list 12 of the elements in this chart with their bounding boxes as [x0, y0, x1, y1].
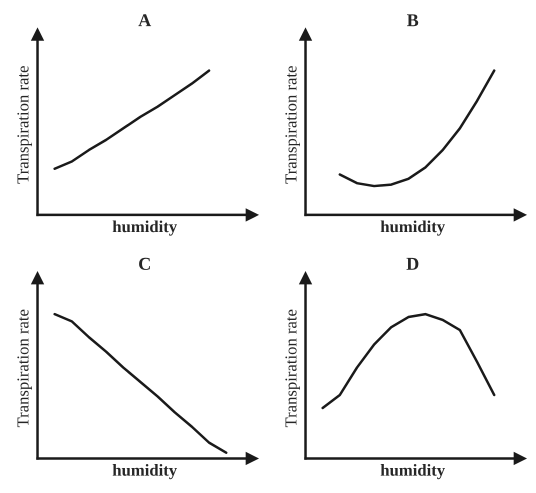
x-axis-title: humidity: [380, 464, 445, 480]
x-axis-title: humidity: [380, 220, 445, 236]
chart-title: D: [406, 258, 418, 270]
chart-title: C: [139, 258, 150, 270]
chart-title: A: [138, 14, 152, 26]
y-axis-title: Transpiration rate: [17, 310, 32, 428]
x-axis-title: humidity: [112, 464, 177, 480]
x-axis-title: humidity: [112, 220, 177, 236]
y-axis-title: Transpiration rate: [285, 66, 300, 184]
y-axis-title: Transpiration rate: [285, 310, 300, 428]
chart-title: B: [406, 14, 418, 26]
y-axis-title: Transpiration rate: [17, 66, 32, 184]
